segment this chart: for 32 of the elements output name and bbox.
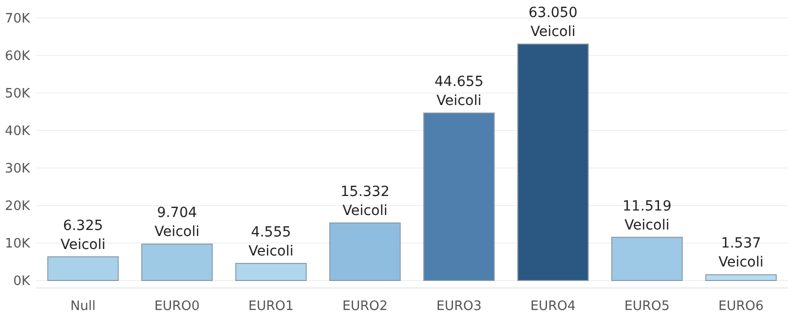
bar (329, 222, 401, 281)
data-label: 44.655 Veicoli (434, 74, 484, 110)
bar (705, 274, 777, 281)
x-tick-label: EURO3 (436, 299, 482, 314)
x-tick-label: EURO2 (342, 299, 388, 314)
y-tick-label: 20K (4, 199, 30, 214)
data-label: 4.555 Veicoli (248, 224, 294, 260)
data-label: 15.332 Veicoli (340, 184, 390, 220)
y-tick-label: 30K (4, 162, 30, 177)
y-tick-label: 10K (4, 236, 30, 252)
x-tick-label: EURO1 (248, 299, 294, 314)
bar (517, 44, 589, 281)
bar (235, 262, 307, 281)
data-label: 63.050 Veicoli (528, 5, 578, 40)
data-label: 11.519 Veicoli (622, 198, 672, 234)
bar (47, 256, 119, 281)
bar (611, 236, 683, 281)
bar (141, 244, 213, 281)
data-label: 1.537 Veicoli (718, 236, 764, 271)
y-tick-label: 60K (4, 49, 30, 64)
x-tick-label: EURO6 (718, 299, 764, 314)
x-tick-label: EURO5 (624, 299, 670, 314)
y-tick-label: 70K (4, 12, 30, 27)
y-tick-label: 50K (4, 86, 30, 102)
data-label: 6.325 Veicoli (60, 218, 106, 253)
bar (423, 112, 495, 281)
y-tick-label: 0K (13, 274, 30, 290)
x-tick-label: Null (70, 299, 96, 314)
data-label: 9.704 Veicoli (154, 205, 200, 240)
x-tick-label: EURO0 (154, 299, 200, 314)
x-tick-label: EURO4 (530, 299, 576, 314)
y-tick-label: 40K (4, 124, 30, 140)
